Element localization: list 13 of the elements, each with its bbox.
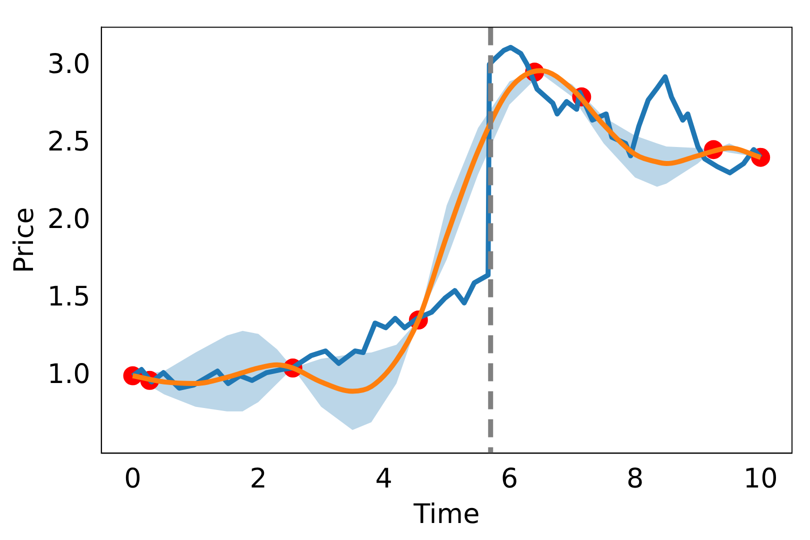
x-tick-label: 0 <box>124 463 142 494</box>
x-tick-label: 4 <box>375 463 392 494</box>
x-axis-title: Time <box>412 498 480 530</box>
y-tick-label: 1.5 <box>47 281 90 312</box>
y-axis-title: Price <box>9 207 40 274</box>
y-tick-label: 3.0 <box>47 48 90 80</box>
x-tick-label: 2 <box>250 463 267 494</box>
x-tick-label: 10 <box>743 463 778 494</box>
x-tick-label: 6 <box>500 463 518 494</box>
y-tick-label: 1.0 <box>47 358 90 390</box>
x-tick-label: 8 <box>626 463 644 494</box>
y-tick-label: 2.5 <box>47 126 90 158</box>
y-tick-label: 2.0 <box>47 204 90 235</box>
